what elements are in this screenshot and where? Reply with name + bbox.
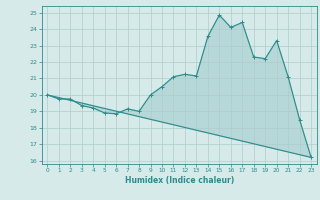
Polygon shape [47,15,311,157]
X-axis label: Humidex (Indice chaleur): Humidex (Indice chaleur) [124,176,234,185]
